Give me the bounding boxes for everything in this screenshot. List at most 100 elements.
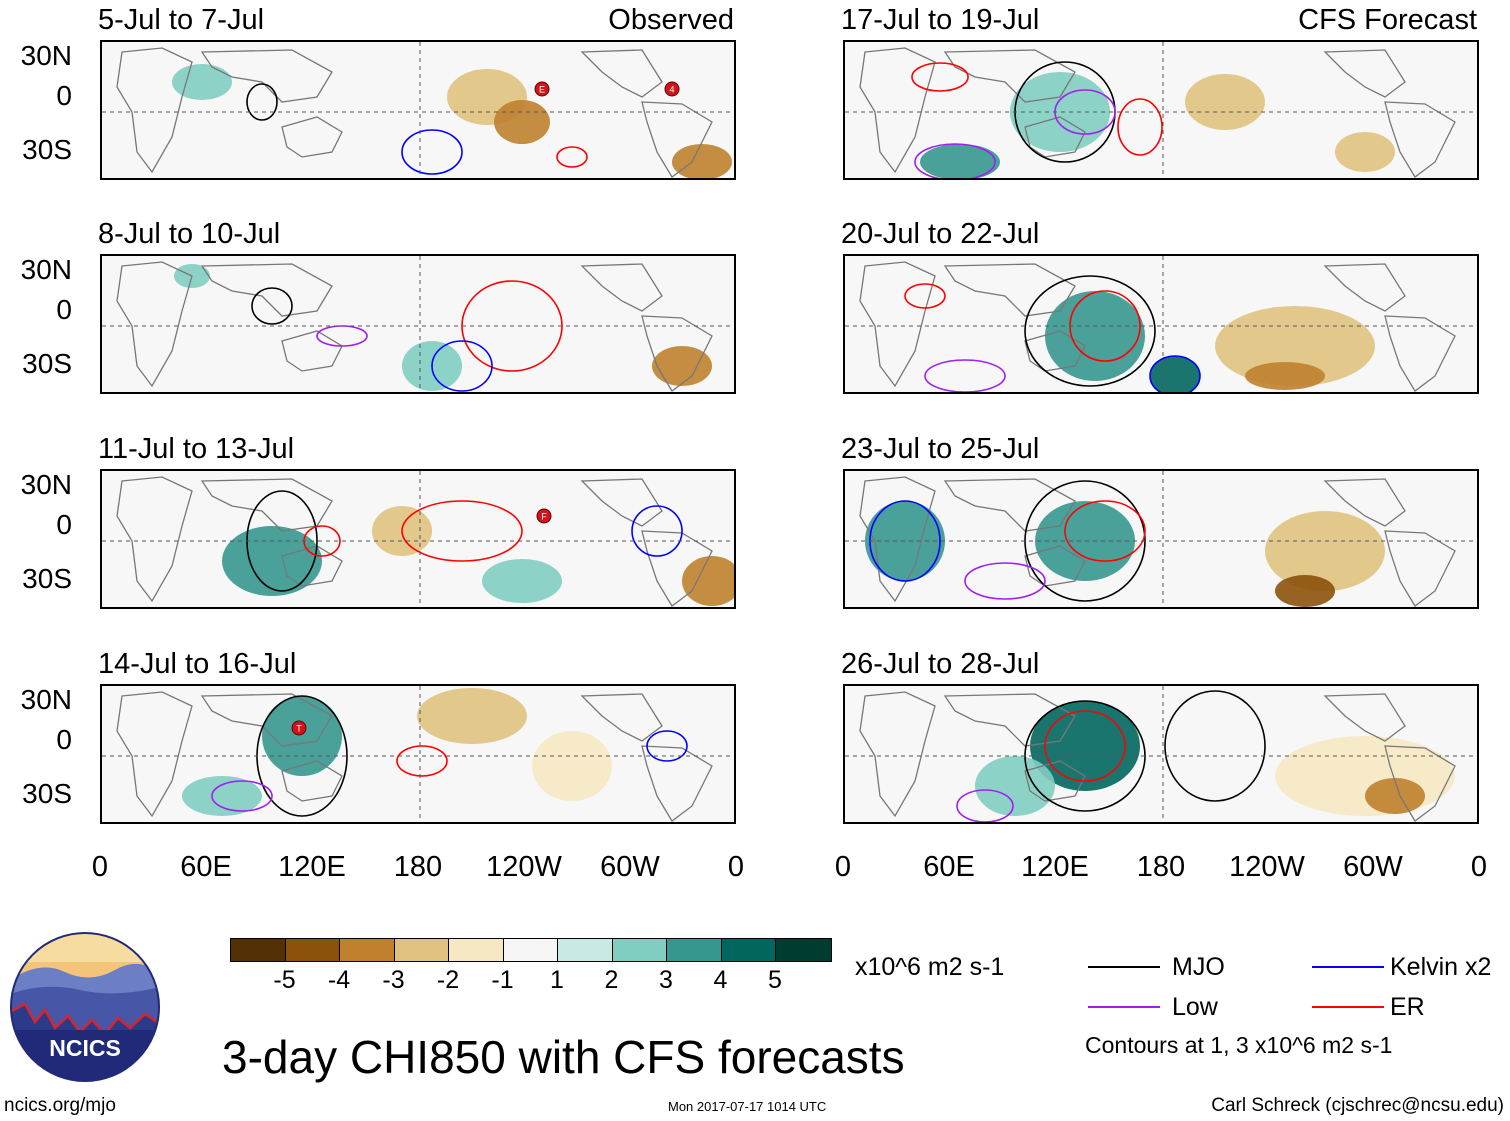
anomaly-shading (494, 100, 550, 144)
anomaly-shading (532, 731, 612, 801)
x-axis-label: 60E (923, 851, 975, 883)
panel-date-range: 17-Jul to 19-Jul (841, 4, 1040, 36)
anomaly-shading (1185, 74, 1265, 130)
y-axis-label: 0 (56, 509, 72, 540)
anomaly-shading (1335, 132, 1395, 172)
map-canvas (102, 256, 734, 392)
contour-line (556, 146, 588, 168)
anomaly-shading (652, 346, 712, 386)
anomaly-shading (975, 756, 1055, 816)
colorbar-label: 4 (713, 966, 728, 994)
contour-line (646, 730, 688, 762)
y-axis-label: 30N (20, 254, 72, 285)
colorbar-swatch (285, 939, 340, 961)
colorbar-swatch (612, 939, 667, 961)
contour-line (924, 359, 1006, 392)
legend-label: Kelvin x2 (1390, 953, 1492, 981)
x-axis-label: 0 (91, 851, 109, 883)
contour-line (914, 143, 996, 178)
anomaly-shading (1365, 778, 1425, 814)
map-canvas (845, 471, 1477, 607)
anomaly-shading (262, 696, 342, 776)
anomaly-shading (1265, 511, 1385, 591)
map-canvas (845, 42, 1477, 178)
x-axis-label: 0 (834, 851, 852, 883)
colorbar-swatch (721, 939, 776, 961)
x-axis-label: 180 (1136, 851, 1186, 883)
anomaly-shading (1275, 736, 1455, 816)
y-axis-label: 30N (20, 469, 72, 500)
x-axis-label: 60W (600, 851, 660, 883)
legend-label: ER (1390, 993, 1425, 1021)
colorbar-swatch (558, 939, 613, 961)
colorbar-label: -3 (382, 966, 405, 994)
legend-line (1312, 966, 1384, 968)
anomaly-shading (172, 64, 232, 100)
map-canvas (845, 256, 1477, 392)
main-title: 3-day CHI850 with CFS forecasts (222, 1031, 905, 1083)
contour-line (396, 745, 448, 777)
contour-line (401, 500, 523, 562)
map-canvas: F (102, 471, 734, 607)
panel-date-range: 20-Jul to 22-Jul (841, 218, 1040, 250)
map-panel (843, 469, 1479, 609)
colorbar-swatch (449, 939, 504, 961)
logo-icon: NCICS (10, 932, 160, 1082)
contour-line (911, 62, 969, 92)
x-axis-label: 60W (1343, 851, 1403, 883)
contour-line (631, 505, 683, 557)
contour-line (1024, 275, 1156, 387)
contour-line (1164, 690, 1266, 802)
coastlines (116, 47, 713, 178)
colorbar-swatch (394, 939, 449, 961)
contour-line (401, 129, 463, 175)
panel-date-range: 11-Jul to 13-Jul (98, 433, 295, 465)
contour-line (1149, 355, 1201, 392)
ncics-logo: NCICS (10, 932, 160, 1082)
anomaly-shading (672, 144, 732, 178)
y-axis-label: 0 (56, 724, 72, 755)
colorbar-label: 5 (768, 966, 782, 994)
anomaly-shading (1275, 575, 1335, 607)
footer-link[interactable]: ncics.org/mjo (4, 1095, 116, 1116)
colorbar-units: x10^6 m2 s-1 (855, 953, 1005, 981)
coastlines (859, 691, 1456, 822)
contour-line (956, 789, 1014, 822)
anomaly-shading (1045, 291, 1145, 381)
panel-date-range: 5-Jul to 7-Jul (98, 4, 265, 36)
legend-label: Low (1172, 993, 1218, 1021)
logo-text: NCICS (49, 1035, 121, 1061)
x-axis-label: 0 (1470, 851, 1488, 883)
anomaly-shading (1030, 701, 1140, 791)
map-panel (843, 40, 1479, 180)
colorbar-label: 1 (550, 966, 564, 994)
y-axis-label: 0 (56, 294, 72, 325)
coastlines (859, 261, 1456, 392)
x-axis-label: 120E (278, 851, 346, 883)
map-panel: T (100, 684, 736, 824)
map-panel (843, 684, 1479, 824)
y-axis-label: 30S (22, 563, 72, 594)
coastlines (116, 691, 713, 822)
contour-line (211, 780, 273, 812)
colorbar-label: -4 (327, 966, 351, 994)
y-axis-label: 30S (22, 778, 72, 809)
storm-marker: T (291, 720, 307, 736)
map-canvas (845, 686, 1477, 822)
y-axis-label: 30N (20, 684, 72, 715)
colorbar-swatch (776, 939, 831, 961)
x-axis-label: 120W (1229, 851, 1305, 883)
storm-marker: F (536, 508, 552, 524)
panel-date-range: 14-Jul to 16-Jul (98, 648, 297, 680)
x-axis-label: 0 (727, 851, 745, 883)
y-axis-label: 30N (20, 40, 72, 71)
y-axis-label: 30S (22, 134, 72, 165)
legend-line (1088, 966, 1160, 968)
coastlines (859, 47, 1456, 178)
anomaly-shading (482, 559, 562, 603)
colorbar-swatch (503, 939, 558, 961)
anomaly-shading (920, 144, 1000, 178)
coastlines (859, 476, 1456, 607)
colorbar (230, 938, 832, 962)
anomaly-shading (1245, 362, 1325, 390)
